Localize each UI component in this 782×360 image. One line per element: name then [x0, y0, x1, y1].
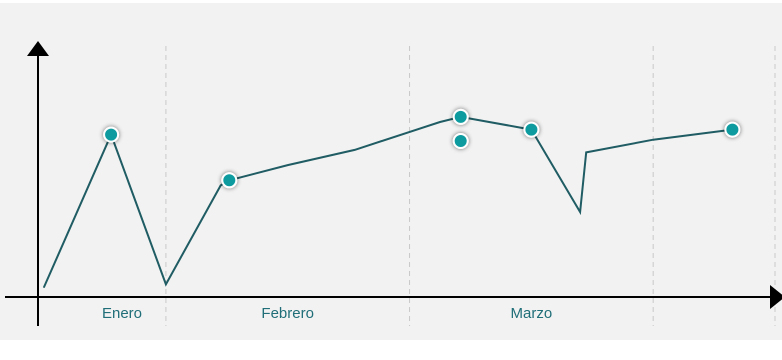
data-markers — [103, 108, 741, 189]
category-label-marzo: Marzo — [511, 305, 553, 322]
category-label-enero: Enero — [102, 305, 142, 322]
plot-background — [0, 3, 782, 340]
category-label-febrero: Febrero — [261, 305, 314, 322]
series-line-1 — [43, 115, 734, 288]
data-point-2 — [221, 172, 238, 189]
data-point-5 — [724, 121, 741, 138]
data-point-4 — [523, 121, 540, 138]
category-labels: Enero Febrero Marzo — [102, 305, 552, 322]
data-point-1 — [103, 126, 120, 143]
axes — [5, 41, 782, 326]
series-layer — [43, 115, 734, 288]
x-axis-arrow — [770, 285, 782, 309]
y-axis-arrow — [27, 41, 49, 56]
data-point-3 — [452, 108, 469, 125]
extra-data-point-1 — [452, 133, 469, 149]
category-dividers — [165, 46, 776, 326]
